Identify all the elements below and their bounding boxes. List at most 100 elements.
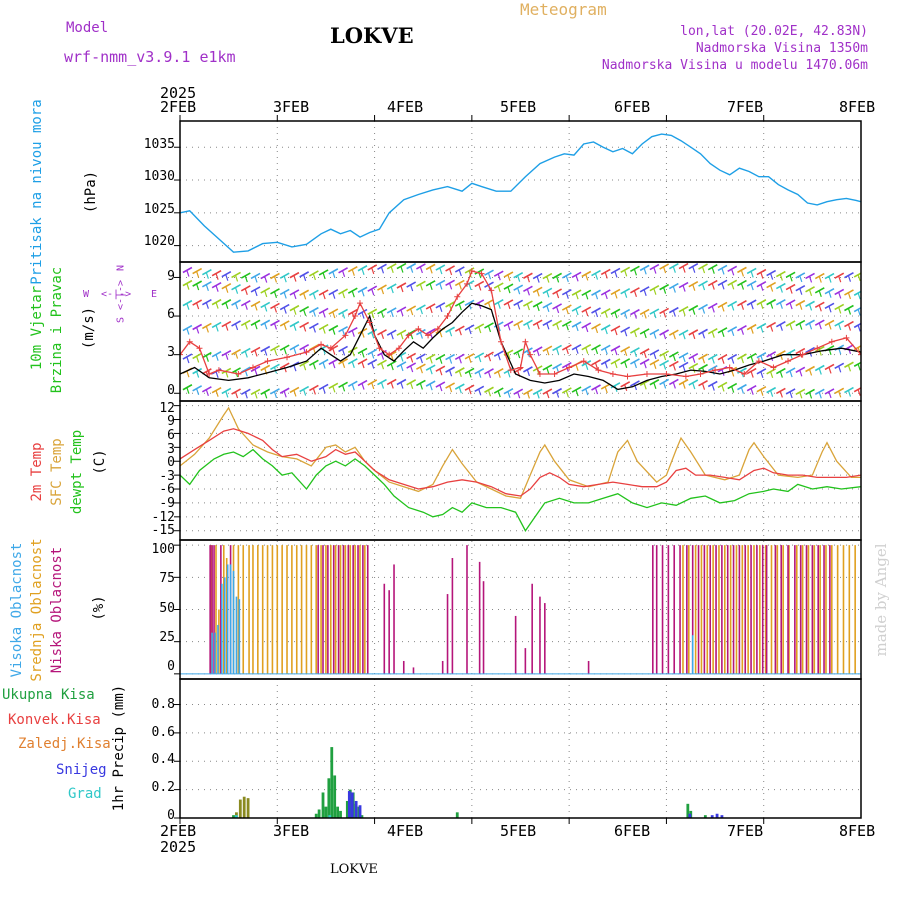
wind-barb	[698, 363, 708, 371]
wind-barb-flag	[808, 276, 813, 283]
wind-barb	[542, 345, 553, 352]
wind-barb-flag	[322, 272, 326, 280]
wind-barb-flag	[789, 275, 793, 282]
wind-barb-flag	[254, 392, 258, 399]
wind-barb	[766, 321, 777, 329]
wind-barb-flag	[215, 302, 219, 309]
wind-barb	[328, 324, 339, 332]
wind-barb-flag	[264, 349, 268, 356]
wind-barb-flag	[760, 371, 764, 378]
wind-barb	[698, 263, 708, 270]
wind-barb	[834, 288, 845, 296]
year-bottom: 2025	[160, 838, 197, 856]
wind-barb	[649, 359, 660, 366]
precip-snow-bar	[354, 800, 358, 818]
wind-barb-flag	[838, 292, 842, 299]
wind-barb	[581, 385, 592, 392]
wind-barb-flag	[283, 391, 287, 398]
wind-barb-flag	[312, 293, 316, 300]
wind-barb	[532, 272, 543, 280]
wind-barb-flag	[351, 291, 355, 298]
wind-barb-flag	[779, 353, 783, 360]
wind-barb-flag	[624, 349, 628, 357]
wind-barb-flag	[711, 267, 715, 274]
wind-barb	[561, 344, 572, 351]
wind-barb-flag	[342, 361, 346, 369]
wind-barb	[542, 319, 553, 327]
wind-barb	[464, 353, 475, 360]
wind-barb-flag	[497, 354, 501, 361]
wind-barb-flag	[322, 327, 326, 334]
wind-barb-flag	[419, 307, 423, 315]
wind-barb	[561, 272, 572, 279]
wind-barb-flag	[439, 331, 443, 338]
wind-barb	[416, 304, 426, 311]
wind-barb	[639, 286, 650, 293]
wind-barb	[231, 299, 241, 306]
wind-barb	[610, 358, 621, 365]
wind-barb	[279, 303, 290, 311]
wind-barb	[367, 264, 378, 271]
wind-barb-flag	[400, 309, 404, 317]
precip-hail-label: Grad	[68, 786, 102, 802]
wind-barb	[542, 272, 553, 280]
wind-barb	[591, 289, 601, 296]
wind-barb	[221, 299, 232, 306]
wind-barb-flag	[594, 387, 599, 395]
wind-barb	[270, 363, 280, 371]
wind-barb	[279, 272, 290, 279]
compass-e: E	[151, 289, 158, 300]
wind-barb-flag	[283, 275, 287, 283]
y-tick-cloud: 100	[151, 542, 175, 557]
wind-barb	[484, 269, 494, 276]
wind-barb-flag	[312, 326, 316, 333]
wind-barb	[454, 383, 465, 390]
wind-barb-flag	[458, 386, 462, 394]
wind-barb-flag	[273, 323, 278, 330]
wind-barb	[289, 304, 300, 312]
wind-barb	[591, 359, 601, 366]
wind-barb	[367, 379, 378, 386]
wind-barb	[591, 384, 601, 391]
wind-barb-flag	[789, 352, 793, 359]
wind-gust-marker	[342, 332, 349, 339]
wind-barb-flag	[692, 366, 696, 373]
wind-barb-flag	[682, 285, 686, 292]
wind-barb	[289, 386, 300, 394]
compass-arrow-horizontal: <-|->	[101, 289, 132, 300]
wind-barb-flag	[293, 347, 297, 354]
wind-barb-flag	[565, 275, 569, 283]
wind-barb	[279, 362, 290, 369]
wind-barb	[649, 285, 660, 292]
wind-barb-flag	[818, 368, 822, 375]
wind-barb-flag	[215, 285, 219, 292]
wind-barb	[503, 367, 514, 374]
wind-barb	[610, 382, 621, 389]
wind-barb	[201, 386, 212, 393]
wind-barb-flag	[468, 283, 472, 291]
wind-barb-flag	[390, 266, 394, 274]
wind-barb-flag	[205, 326, 209, 333]
wind-barb-flag	[244, 351, 248, 358]
wind-barb	[386, 263, 397, 270]
wind-barb-flag	[526, 392, 530, 399]
wind-barb	[756, 268, 767, 276]
wind-barb	[844, 304, 854, 312]
wind-barb-flag	[750, 356, 754, 363]
wind-barb-flag	[254, 304, 258, 311]
wind-barb	[746, 267, 757, 275]
wind-barb-flag	[244, 392, 248, 399]
wind-barb	[766, 351, 777, 358]
wind-barb-flag	[731, 304, 735, 311]
wind-barb	[561, 387, 572, 394]
wind-barb	[630, 287, 640, 294]
wind-barb-flag	[624, 312, 628, 319]
wind-barb-flag	[205, 302, 209, 309]
wind-barb-flag	[692, 266, 696, 273]
wind-barb-flag	[808, 304, 813, 311]
wind-barb-flag	[682, 382, 686, 389]
wind-barb-flag	[575, 308, 579, 316]
wind-barb	[338, 288, 348, 295]
wind-barb-flag	[390, 363, 394, 371]
